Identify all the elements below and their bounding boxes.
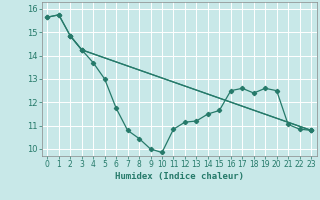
X-axis label: Humidex (Indice chaleur): Humidex (Indice chaleur) <box>115 172 244 181</box>
